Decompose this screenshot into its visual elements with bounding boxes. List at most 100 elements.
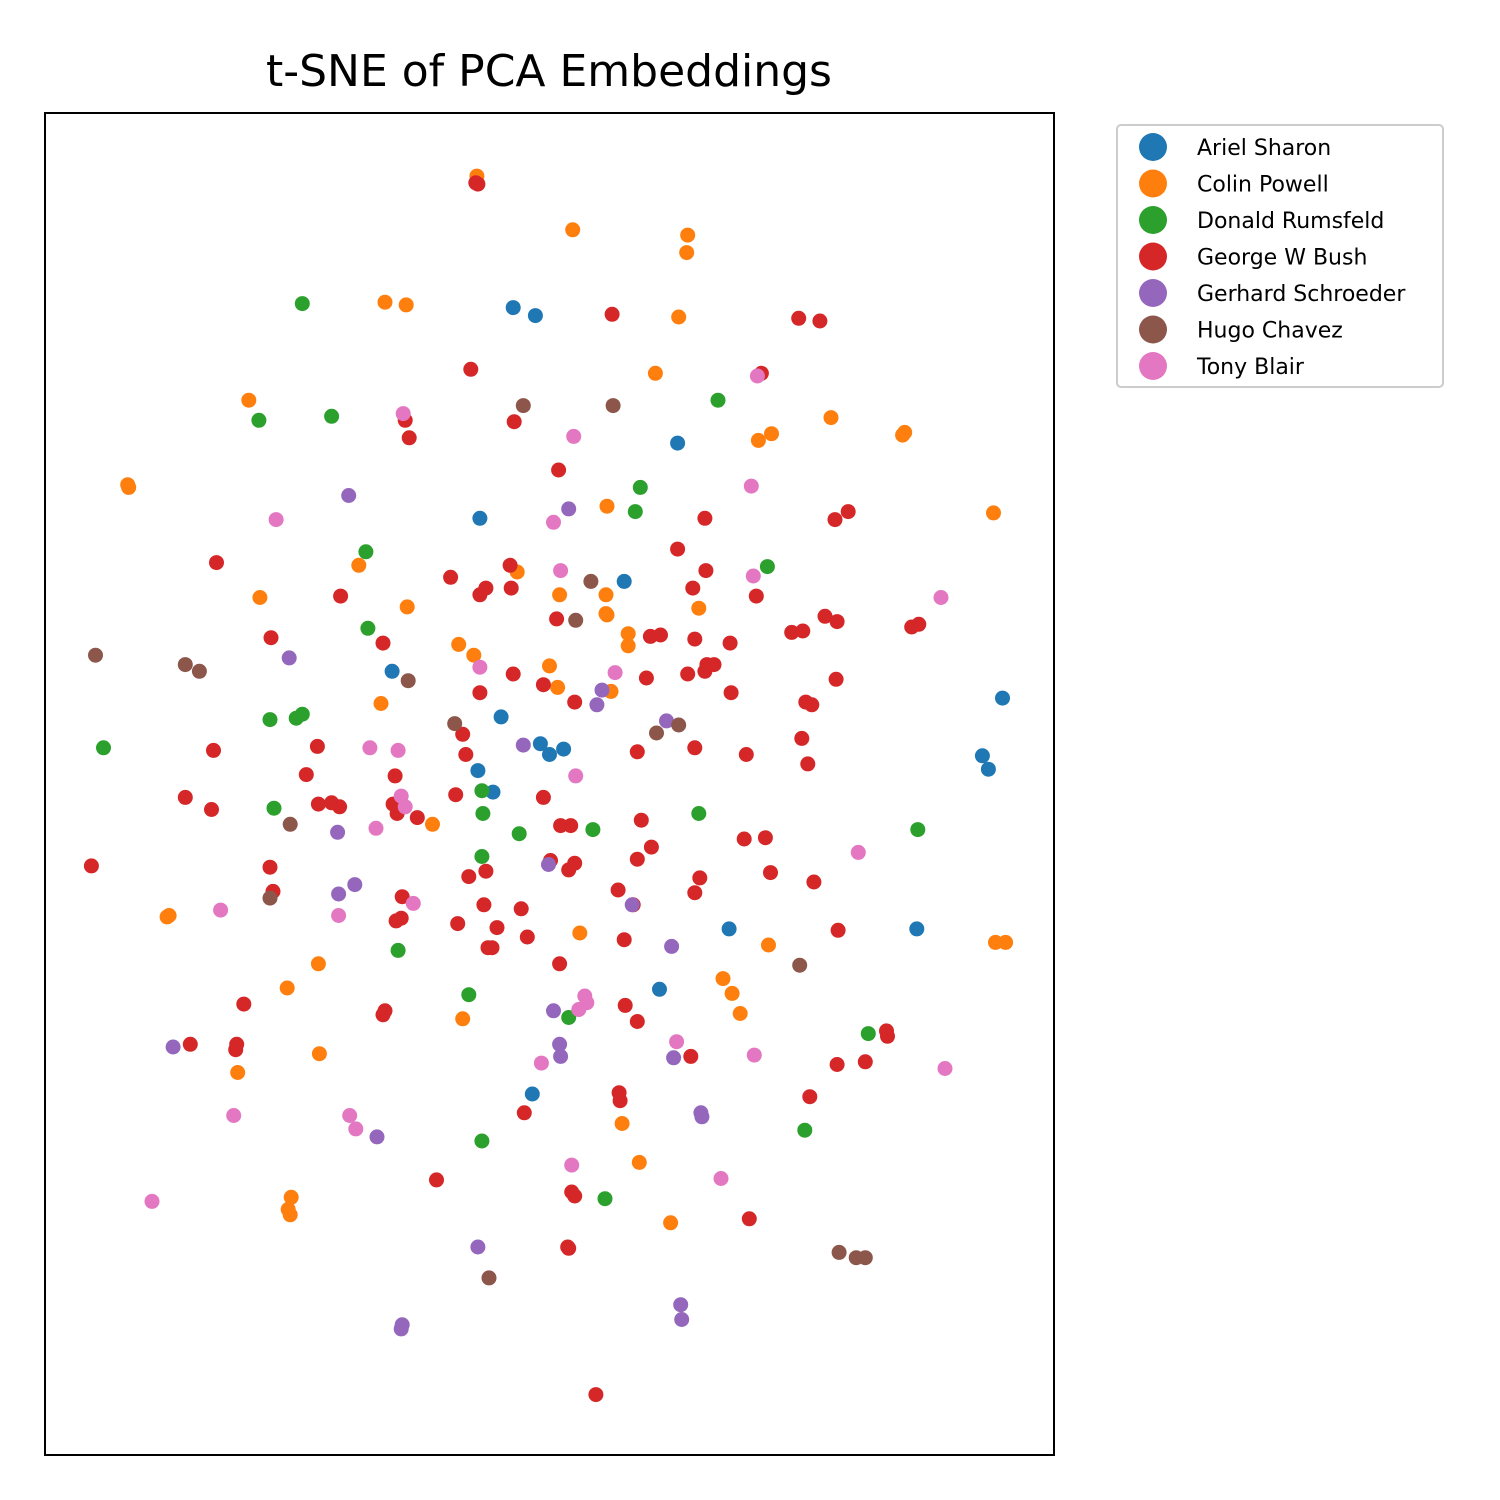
data-point xyxy=(279,980,295,996)
data-point xyxy=(362,740,378,756)
data-point xyxy=(369,1129,385,1145)
data-point xyxy=(351,557,367,573)
data-point xyxy=(532,736,548,752)
data-point xyxy=(472,659,488,675)
data-point xyxy=(236,996,252,1012)
data-point xyxy=(294,706,310,722)
data-point xyxy=(664,938,680,954)
data-point xyxy=(572,925,588,941)
data-point xyxy=(795,623,811,639)
data-point xyxy=(409,810,425,826)
data-point xyxy=(692,870,708,886)
data-point xyxy=(390,942,406,958)
data-point xyxy=(561,1240,577,1256)
data-point xyxy=(937,1061,953,1076)
data-point xyxy=(632,479,648,495)
data-point xyxy=(567,694,583,710)
legend-items: Ariel Sharon Colin Powell Donald Rumsfeld G… xyxy=(1139,133,1406,380)
data-point xyxy=(455,1011,471,1027)
data-point xyxy=(732,1006,748,1021)
data-point xyxy=(749,368,765,384)
data-point xyxy=(674,1312,690,1327)
data-point xyxy=(282,1207,298,1223)
data-point xyxy=(671,309,687,325)
data-point xyxy=(476,897,492,913)
data-point xyxy=(470,1239,486,1255)
legend-frame xyxy=(1116,124,1444,388)
data-point xyxy=(763,865,778,881)
data-point xyxy=(588,1387,604,1403)
data-point xyxy=(998,934,1014,950)
data-point xyxy=(910,822,926,838)
data-point xyxy=(159,909,175,925)
data-point xyxy=(685,580,701,596)
data-point xyxy=(980,761,996,777)
data-point xyxy=(310,796,326,812)
data-point xyxy=(687,631,703,647)
data-point xyxy=(393,1321,409,1337)
data-point xyxy=(204,802,219,817)
data-point xyxy=(341,488,357,503)
data-point xyxy=(368,820,384,836)
data-point xyxy=(857,1250,873,1266)
legend: Ariel Sharon Colin Powell Donald Rumsfeld G… xyxy=(1116,124,1444,388)
data-point xyxy=(481,1270,497,1286)
data-point xyxy=(294,296,310,312)
data-point xyxy=(505,666,521,682)
data-point xyxy=(743,478,759,494)
data-point xyxy=(566,428,582,444)
data-point xyxy=(642,628,658,644)
data-point xyxy=(697,510,713,526)
data-point xyxy=(213,902,229,918)
data-point xyxy=(472,685,488,701)
data-point xyxy=(909,921,925,937)
data-point xyxy=(83,858,99,874)
data-point xyxy=(268,512,284,528)
data-point xyxy=(552,587,568,603)
data-point xyxy=(673,1297,689,1313)
data-point xyxy=(515,737,531,753)
data-point xyxy=(710,392,726,408)
data-point xyxy=(472,587,488,603)
data-point xyxy=(96,740,111,756)
data-point xyxy=(400,673,416,689)
data-point xyxy=(616,573,632,589)
data-point xyxy=(565,222,581,238)
data-point xyxy=(850,844,866,860)
data-point xyxy=(206,742,221,758)
data-point xyxy=(209,555,224,571)
data-point xyxy=(571,1002,587,1017)
data-point xyxy=(687,885,703,901)
data-point xyxy=(458,747,474,762)
data-point xyxy=(620,638,636,654)
data-point xyxy=(694,1109,710,1125)
data-point xyxy=(583,573,599,589)
plot-frame xyxy=(44,112,1055,1456)
legend-label: Ariel Sharon xyxy=(1197,136,1331,161)
data-point xyxy=(282,816,298,832)
data-point xyxy=(633,812,649,828)
data-point xyxy=(511,826,527,842)
data-point xyxy=(840,504,856,520)
data-point xyxy=(478,863,494,879)
data-point xyxy=(251,412,267,428)
data-point xyxy=(857,1054,873,1070)
data-point xyxy=(550,679,566,695)
data-point xyxy=(794,730,810,746)
data-point xyxy=(331,886,347,902)
data-point xyxy=(804,697,820,713)
data-point xyxy=(298,767,314,783)
data-point xyxy=(880,1028,895,1044)
data-point xyxy=(561,1010,577,1025)
data-point xyxy=(605,398,621,414)
data-point xyxy=(663,1215,679,1231)
data-point xyxy=(263,630,279,646)
data-point xyxy=(475,806,491,821)
data-point xyxy=(828,671,844,687)
data-point xyxy=(629,744,645,760)
data-point xyxy=(384,663,400,679)
data-point xyxy=(757,830,773,846)
data-point xyxy=(817,608,833,624)
data-point xyxy=(324,795,340,811)
